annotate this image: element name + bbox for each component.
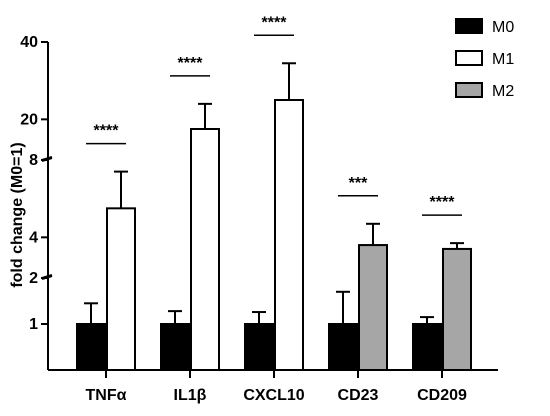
significance-annotations: *******************	[86, 14, 462, 216]
legend-swatch	[455, 18, 483, 34]
bar	[442, 247, 472, 371]
y-tick-label: 40	[20, 34, 38, 51]
legend-swatch	[455, 82, 483, 98]
y-axis-label: fold change (M0=1)	[9, 142, 26, 287]
significance-stars: ****	[262, 14, 288, 31]
category-label: CXCL10	[243, 387, 304, 404]
bars	[76, 99, 472, 371]
bar	[358, 244, 388, 371]
y-tick-label: 1	[29, 316, 38, 333]
y-tick-label: 4	[29, 229, 38, 246]
bar	[328, 323, 358, 371]
axis-break-mark	[41, 156, 53, 161]
bar	[160, 323, 190, 371]
significance-stars: ****	[94, 123, 120, 140]
legend-label: M0	[492, 19, 514, 36]
error-bars	[84, 62, 464, 324]
legend: M0 M1 M2	[455, 18, 514, 100]
category-label: TNFα	[86, 387, 127, 404]
legend-swatch	[455, 50, 483, 66]
significance-stars: ****	[430, 194, 456, 211]
bar	[190, 128, 220, 371]
category-labels: TNFα IL1β CXCL10 CD23 CD209	[86, 387, 467, 404]
y-tick-label: 20	[20, 111, 38, 128]
bar	[412, 323, 442, 371]
legend-label: M2	[492, 83, 514, 100]
y-tick-label: 8	[29, 152, 38, 169]
y-tick-label: 2	[29, 270, 38, 287]
bar	[244, 323, 274, 371]
category-label: CD209	[417, 387, 467, 404]
category-label: IL1β	[174, 387, 207, 404]
category-label: CD23	[338, 387, 379, 404]
bar	[274, 99, 304, 371]
bar	[76, 323, 106, 371]
significance-stars: ****	[178, 55, 204, 72]
bar	[106, 207, 136, 371]
legend-label: M1	[492, 51, 514, 68]
significance-stars: ***	[349, 175, 368, 192]
axis-break-mark	[41, 274, 53, 279]
